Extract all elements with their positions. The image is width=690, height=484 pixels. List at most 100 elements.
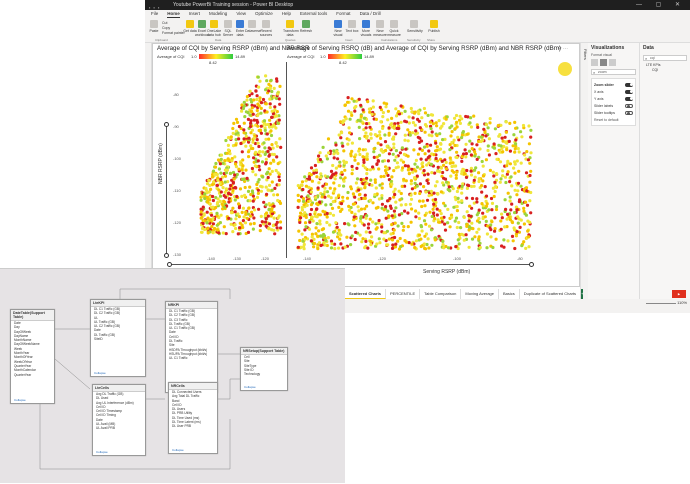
menu-external-tools[interactable]: External tools	[300, 11, 328, 16]
tab-percentile[interactable]: PERCENTILE	[386, 289, 421, 299]
model-field[interactable]: DL C3 Traffic	[169, 317, 188, 322]
model-view-canvas[interactable]: DateTable(Support Table) Date Day DayOfWeek…	[0, 268, 345, 483]
quick-access-icons[interactable]: ▪ ▪ ▪	[149, 5, 161, 10]
left-y-zoom-slider[interactable]	[166, 124, 167, 256]
menu-home[interactable]: Home	[167, 11, 180, 18]
model-field[interactable]: DL C1 Traffic (GB)	[94, 307, 121, 311]
model-field[interactable]: UL Avail (MB)	[96, 422, 116, 427]
model-field[interactable]: DL Traffic (GB)	[169, 321, 191, 326]
analytics-icon[interactable]	[609, 59, 616, 66]
model-field[interactable]: WeekOfYear	[14, 359, 32, 364]
model-field[interactable]: Site ID	[244, 367, 254, 372]
model-field[interactable]: DL Used	[96, 396, 109, 401]
model-field[interactable]: Day	[14, 325, 20, 330]
model-field[interactable]: UL Traffic (GB)	[94, 319, 116, 324]
model-field[interactable]: DL C2 Traffic (GB)	[169, 313, 196, 318]
slider-tooltips-toggle[interactable]	[625, 110, 633, 115]
model-field[interactable]: Date	[169, 330, 176, 335]
add-page-button[interactable]: +	[581, 289, 584, 299]
ribbon-paste-button[interactable]: Paste	[147, 20, 161, 33]
data-search-input[interactable]: cqi	[643, 55, 687, 61]
menu-help[interactable]: Help	[281, 11, 292, 16]
model-field[interactable]: DL Traffic	[169, 339, 183, 344]
x-slider-right-handle[interactable]	[529, 262, 534, 267]
model-field[interactable]: DL C1 Traffic (GB)	[169, 309, 196, 313]
ribbon-refresh-button[interactable]: Refresh	[299, 20, 313, 33]
model-table-card[interactable]: DateTable(Support Table) Date Day DayOfWeek…	[10, 309, 55, 404]
window-controls[interactable]: — ▢ ✕	[635, 2, 686, 8]
model-field[interactable]: Date	[94, 328, 101, 333]
tab-scattered-charts[interactable]: Scattered Charts	[345, 289, 387, 299]
menu-format[interactable]: Format	[336, 11, 351, 16]
format-visual-icon[interactable]	[600, 59, 607, 66]
model-table-card[interactable]: NRSetup(Support Table) Cell Site SiteType Si…	[240, 347, 288, 391]
model-field[interactable]: QuarterYear	[14, 372, 32, 377]
model-field[interactable]: HSUPA Throughput (kbit/s)	[169, 351, 208, 356]
ribbon-copy-button[interactable]: Copy	[162, 26, 171, 30]
ribbon-new-visual-button[interactable]: New visual	[331, 20, 345, 37]
right-y-zoom-slider[interactable]	[286, 62, 287, 258]
model-table-card[interactable]: LteCells Avg DL Traffic (GB) DL Used Avg UL…	[92, 384, 146, 456]
ribbon-publish-button[interactable]: Publish	[427, 20, 441, 33]
model-field[interactable]: Technology	[244, 372, 261, 377]
report-canvas[interactable]: Average of CQI by Serving RSRP (dBm) and…	[152, 43, 580, 287]
model-field[interactable]: UL C2 Traffic (GB)	[94, 324, 121, 329]
model-field[interactable]: MonthCalendar	[14, 368, 36, 373]
model-field[interactable]: DL Users	[172, 407, 186, 412]
menu-modeling[interactable]: Modeling	[209, 11, 228, 16]
tab-table-comparison[interactable]: Table Comparison	[420, 289, 462, 299]
data-table-lte-kpis[interactable]: LTE KPIs	[646, 63, 661, 67]
model-field[interactable]: DL Time Latent (ms)	[172, 420, 201, 425]
tab-duplicate-of-scattered-charts[interactable]: Duplicate of Scattered Charts	[520, 289, 582, 299]
ribbon-enter-data-button[interactable]: Enter data	[233, 20, 247, 37]
ribbon-cut-button[interactable]: Cut	[162, 21, 168, 25]
collapse-link[interactable]: Collapse	[14, 398, 26, 402]
ribbon-sql-server-button[interactable]: SQL Server	[221, 20, 235, 37]
model-field[interactable]: Cell ID	[169, 334, 179, 339]
menu-data-drill[interactable]: Data / Drill	[359, 11, 381, 16]
build-visual-icon[interactable]	[591, 59, 598, 66]
ribbon-sensitivity-button[interactable]: Sensitivity	[407, 20, 423, 33]
view-switcher[interactable]	[145, 43, 152, 303]
model-field[interactable]: DayName	[14, 333, 29, 338]
collapse-link[interactable]: Collapse	[172, 448, 184, 452]
model-field[interactable]: Avg DL Traffic (GB)	[96, 392, 124, 396]
model-field[interactable]: Site	[169, 343, 175, 348]
model-field[interactable]: UL Avail PRB	[96, 426, 115, 431]
x-zoom-slider[interactable]	[169, 264, 531, 265]
model-field[interactable]: Avg Total DL Traffic	[172, 394, 200, 399]
model-field[interactable]: UL C1 Traffic (GB)	[169, 326, 196, 331]
model-field[interactable]: MonthOfYear	[14, 355, 33, 360]
model-field[interactable]: Cell ID Timestamp	[96, 409, 123, 414]
model-field[interactable]: UL C1 Traffic	[169, 356, 188, 361]
y-axis-toggle[interactable]	[625, 96, 633, 101]
filter-icon[interactable]: ⚲ ⋯	[558, 46, 569, 52]
model-field[interactable]: SiteID	[94, 337, 103, 342]
model-field[interactable]: HSDPA Throughput (kbit/s)	[169, 347, 208, 352]
data-field-cqi[interactable]: CQI	[652, 68, 659, 72]
model-field[interactable]: DL Traffic (GB)	[94, 332, 116, 337]
collapse-link[interactable]: Collapse	[96, 450, 108, 454]
format-search-input[interactable]: zoom	[591, 69, 636, 75]
ribbon-dataverse-button[interactable]: Dataverse	[245, 20, 261, 33]
model-field[interactable]: Date	[96, 417, 103, 422]
menu-optimize[interactable]: Optimize	[255, 11, 273, 16]
ribbon-transform-data-button[interactable]: Transform data	[283, 20, 299, 37]
tab-basics[interactable]: Basics	[499, 289, 520, 299]
filters-pane-collapsed[interactable]: Filters	[580, 43, 588, 303]
x-axis-toggle[interactable]	[625, 89, 633, 94]
model-field[interactable]: Site	[244, 359, 250, 364]
left-y-slider-top-handle[interactable]	[164, 122, 169, 127]
zoom-slider-control[interactable]	[646, 303, 676, 304]
model-field[interactable]: Cell ID	[172, 402, 182, 407]
model-field[interactable]: DayOfWeekName	[14, 342, 40, 347]
model-field[interactable]: MonthYear	[14, 351, 30, 356]
tab-moving-average[interactable]: Moving Average	[461, 289, 500, 299]
model-table-card[interactable]: NRKPI DL C1 Traffic (GB) DL C2 Traffic (GB…	[165, 301, 218, 393]
model-field[interactable]: DL Time Used (ms)	[172, 415, 200, 420]
model-field[interactable]: Date	[14, 321, 21, 325]
model-field[interactable]: DL User PRB	[172, 424, 192, 429]
x-slider-left-handle[interactable]	[167, 262, 172, 267]
model-field[interactable]: DayOfWeek	[14, 329, 32, 334]
ribbon-quick-measure-button[interactable]: Quick measure	[387, 20, 401, 37]
